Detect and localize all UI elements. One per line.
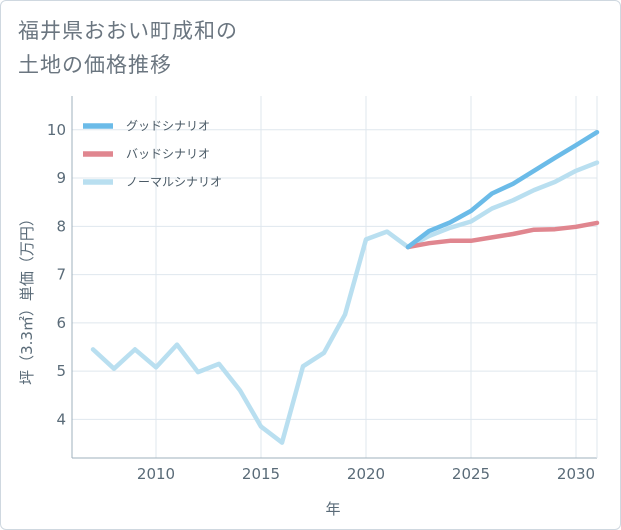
series-line-0 [405,129,600,250]
grid-lines [72,96,597,458]
plot-frame [71,96,598,459]
legend-label-2: ノーマルシナリオ [126,175,222,189]
y-tick-label: 6 [56,314,66,332]
chart-title-line1: 福井県おおい町成和の [18,19,238,43]
x-tick-label: 2015 [242,465,280,483]
x-tick-label: 2020 [347,465,385,483]
legend-label-0: グッドシナリオ [126,119,210,133]
y-axis-label: 坪（3.3㎡）単価（万円） [18,211,36,385]
series-line-2 [90,160,600,445]
x-tick-label: 2025 [452,465,490,483]
x-axis-label: 年 [325,500,340,518]
y-tick-labels: 4 5 6 7 8 9 10 [47,121,66,429]
chart-title: 福井県おおい町成和の 土地の価格推移 [18,14,578,82]
series-line-1 [405,220,600,250]
y-tick-label: 5 [56,362,66,380]
y-tick-label: 8 [56,217,66,235]
x-tick-labels: 2010 2015 2020 2025 2030 [137,465,595,483]
chart-title-line2: 土地の価格推移 [18,53,172,77]
y-tick-label: 10 [47,121,66,139]
y-tick-label: 9 [56,169,66,187]
series-lines [90,129,600,445]
y-tick-label: 4 [56,410,66,428]
x-tick-label: 2030 [557,465,595,483]
y-tick-label: 7 [56,266,66,284]
x-tick-label: 2010 [137,465,175,483]
legend-label-1: バッドシナリオ [126,147,210,161]
